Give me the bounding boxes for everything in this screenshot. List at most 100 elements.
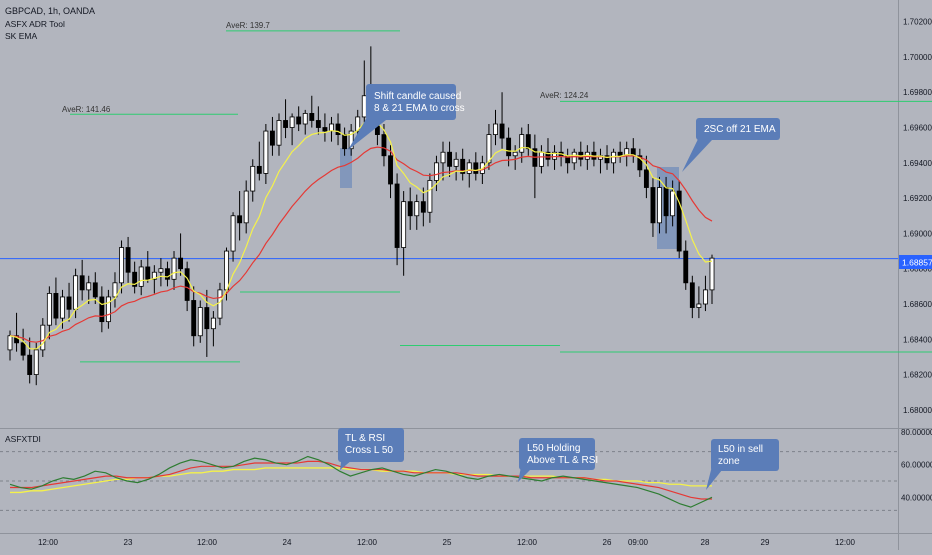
callout-tl-rsi: TL & RSI Cross L 50	[338, 428, 404, 470]
candle-up	[60, 296, 65, 319]
callout-pointer	[348, 112, 386, 150]
candle-down	[125, 247, 131, 273]
candle-up	[486, 134, 492, 164]
candle-up	[276, 120, 282, 146]
candle-up	[210, 317, 216, 330]
price-tick-label: 1.68400	[903, 335, 932, 344]
callout-l50-sell: L50 in sell zone	[706, 439, 779, 490]
time-tick-label: 23	[124, 538, 133, 547]
current-price-tag	[899, 255, 932, 269]
candle-down	[132, 271, 138, 287]
candle-up	[611, 151, 617, 164]
candle-up	[657, 187, 662, 224]
candle-down	[53, 293, 59, 319]
time-axis-ticks: 12:00 23 12:00 24 12:00 25 12:00 26 09:00 28 29 12:…	[38, 538, 856, 547]
shift-candle-highlight	[340, 148, 352, 188]
oscillator-tick-label: 60.00000	[901, 461, 932, 470]
indicator-label[interactable]: ASFX ADR Tool	[5, 19, 65, 29]
candle-up	[440, 151, 446, 164]
callout-text: L50 in sell	[718, 444, 763, 455]
candle-down	[165, 268, 170, 280]
time-tick-label: 12:00	[197, 538, 218, 547]
candle-down	[545, 151, 551, 160]
candle-up	[401, 201, 407, 248]
price-axis-ticks: 1.70200 1.70000 1.69800 1.69600 1.69400 1.692…	[903, 18, 932, 415]
time-tick-label: 28	[701, 538, 710, 547]
candle-up	[230, 215, 236, 252]
candle-down	[650, 187, 656, 224]
callout-box	[519, 438, 595, 470]
candle-down	[283, 120, 288, 128]
candle-down	[637, 155, 643, 171]
candle-up	[709, 257, 715, 291]
candle-down	[256, 165, 262, 174]
price-tick-label: 1.69600	[903, 124, 932, 133]
candle-down	[20, 342, 26, 356]
candle-up	[453, 158, 459, 167]
candle-down	[683, 250, 689, 284]
candle-up	[158, 268, 164, 273]
candle-down	[676, 190, 682, 252]
candle-down	[79, 275, 85, 291]
price-tick-label: 1.68600	[903, 300, 932, 309]
indicator-label[interactable]: SK EMA	[5, 31, 37, 41]
candle-down	[14, 335, 19, 344]
candle-down	[460, 158, 466, 174]
candle-up	[243, 190, 249, 224]
ema-21-line	[9, 146, 713, 343]
ema-8-line	[9, 118, 713, 350]
candle-down	[381, 134, 387, 157]
candles	[7, 46, 715, 386]
callout-text: TL & RSI	[345, 433, 385, 444]
candle-down	[237, 215, 243, 224]
candle-up	[86, 282, 92, 291]
candle-down	[204, 307, 210, 330]
candle-down	[604, 155, 610, 164]
time-tick-label: 25	[443, 538, 452, 547]
candle-down	[92, 282, 98, 298]
price-tick-label: 1.68000	[903, 406, 932, 415]
candle-up	[512, 151, 518, 157]
candle-up	[348, 130, 354, 150]
callout-text: Cross L 50	[345, 445, 393, 456]
candle-down	[499, 123, 505, 139]
candle-down	[335, 123, 341, 135]
oscillator-tick-label: 40.00000	[901, 493, 932, 502]
candle-up	[414, 201, 420, 217]
candle-up	[552, 151, 557, 160]
candle-up	[197, 307, 203, 337]
price-tick-label: 1.69200	[903, 194, 932, 203]
candle-up	[73, 275, 79, 310]
callout-2sc: 2SC off 21 EMA	[682, 118, 780, 172]
callout-text: Above TL & RSI	[527, 455, 598, 466]
callout-text: 2SC off 21 EMA	[704, 124, 776, 135]
callout-box	[338, 428, 404, 462]
candle-up	[151, 271, 157, 280]
oscillator-axis-ticks: 80.00000 60.00000 40.00000	[901, 428, 932, 502]
candle-up	[171, 257, 177, 280]
candle-up	[263, 130, 269, 174]
time-tick-label: 09:00	[628, 538, 649, 547]
tdi-signal-line	[10, 460, 712, 500]
price-tick-label: 1.68800	[903, 265, 932, 274]
callout-shift-candle: Shift candle caused 8 & 21 EMA to cross	[348, 84, 465, 150]
candle-up	[46, 293, 52, 326]
callout-box	[366, 84, 456, 120]
candle-up	[119, 247, 124, 284]
candle-down	[342, 134, 348, 150]
candle-down	[145, 266, 151, 280]
price-tick-label: 1.69000	[903, 229, 932, 238]
candle-up	[670, 190, 676, 217]
sub-panel-title[interactable]: ASFXTDI	[5, 434, 41, 444]
candle-down	[309, 113, 315, 121]
oscillator-tick-label: 80.00000	[901, 428, 932, 437]
price-tick-label: 1.70000	[903, 53, 932, 62]
candle-down	[99, 296, 105, 323]
price-tick-label: 1.69800	[903, 88, 932, 97]
candle-down	[525, 134, 531, 150]
candle-down	[394, 183, 400, 248]
callout-text: 8 & 21 EMA to cross	[374, 103, 465, 114]
candle-up	[40, 324, 46, 351]
adr-labels: AveR: 139.7 AveR: 141.46 AveR: 124.24	[62, 21, 589, 114]
